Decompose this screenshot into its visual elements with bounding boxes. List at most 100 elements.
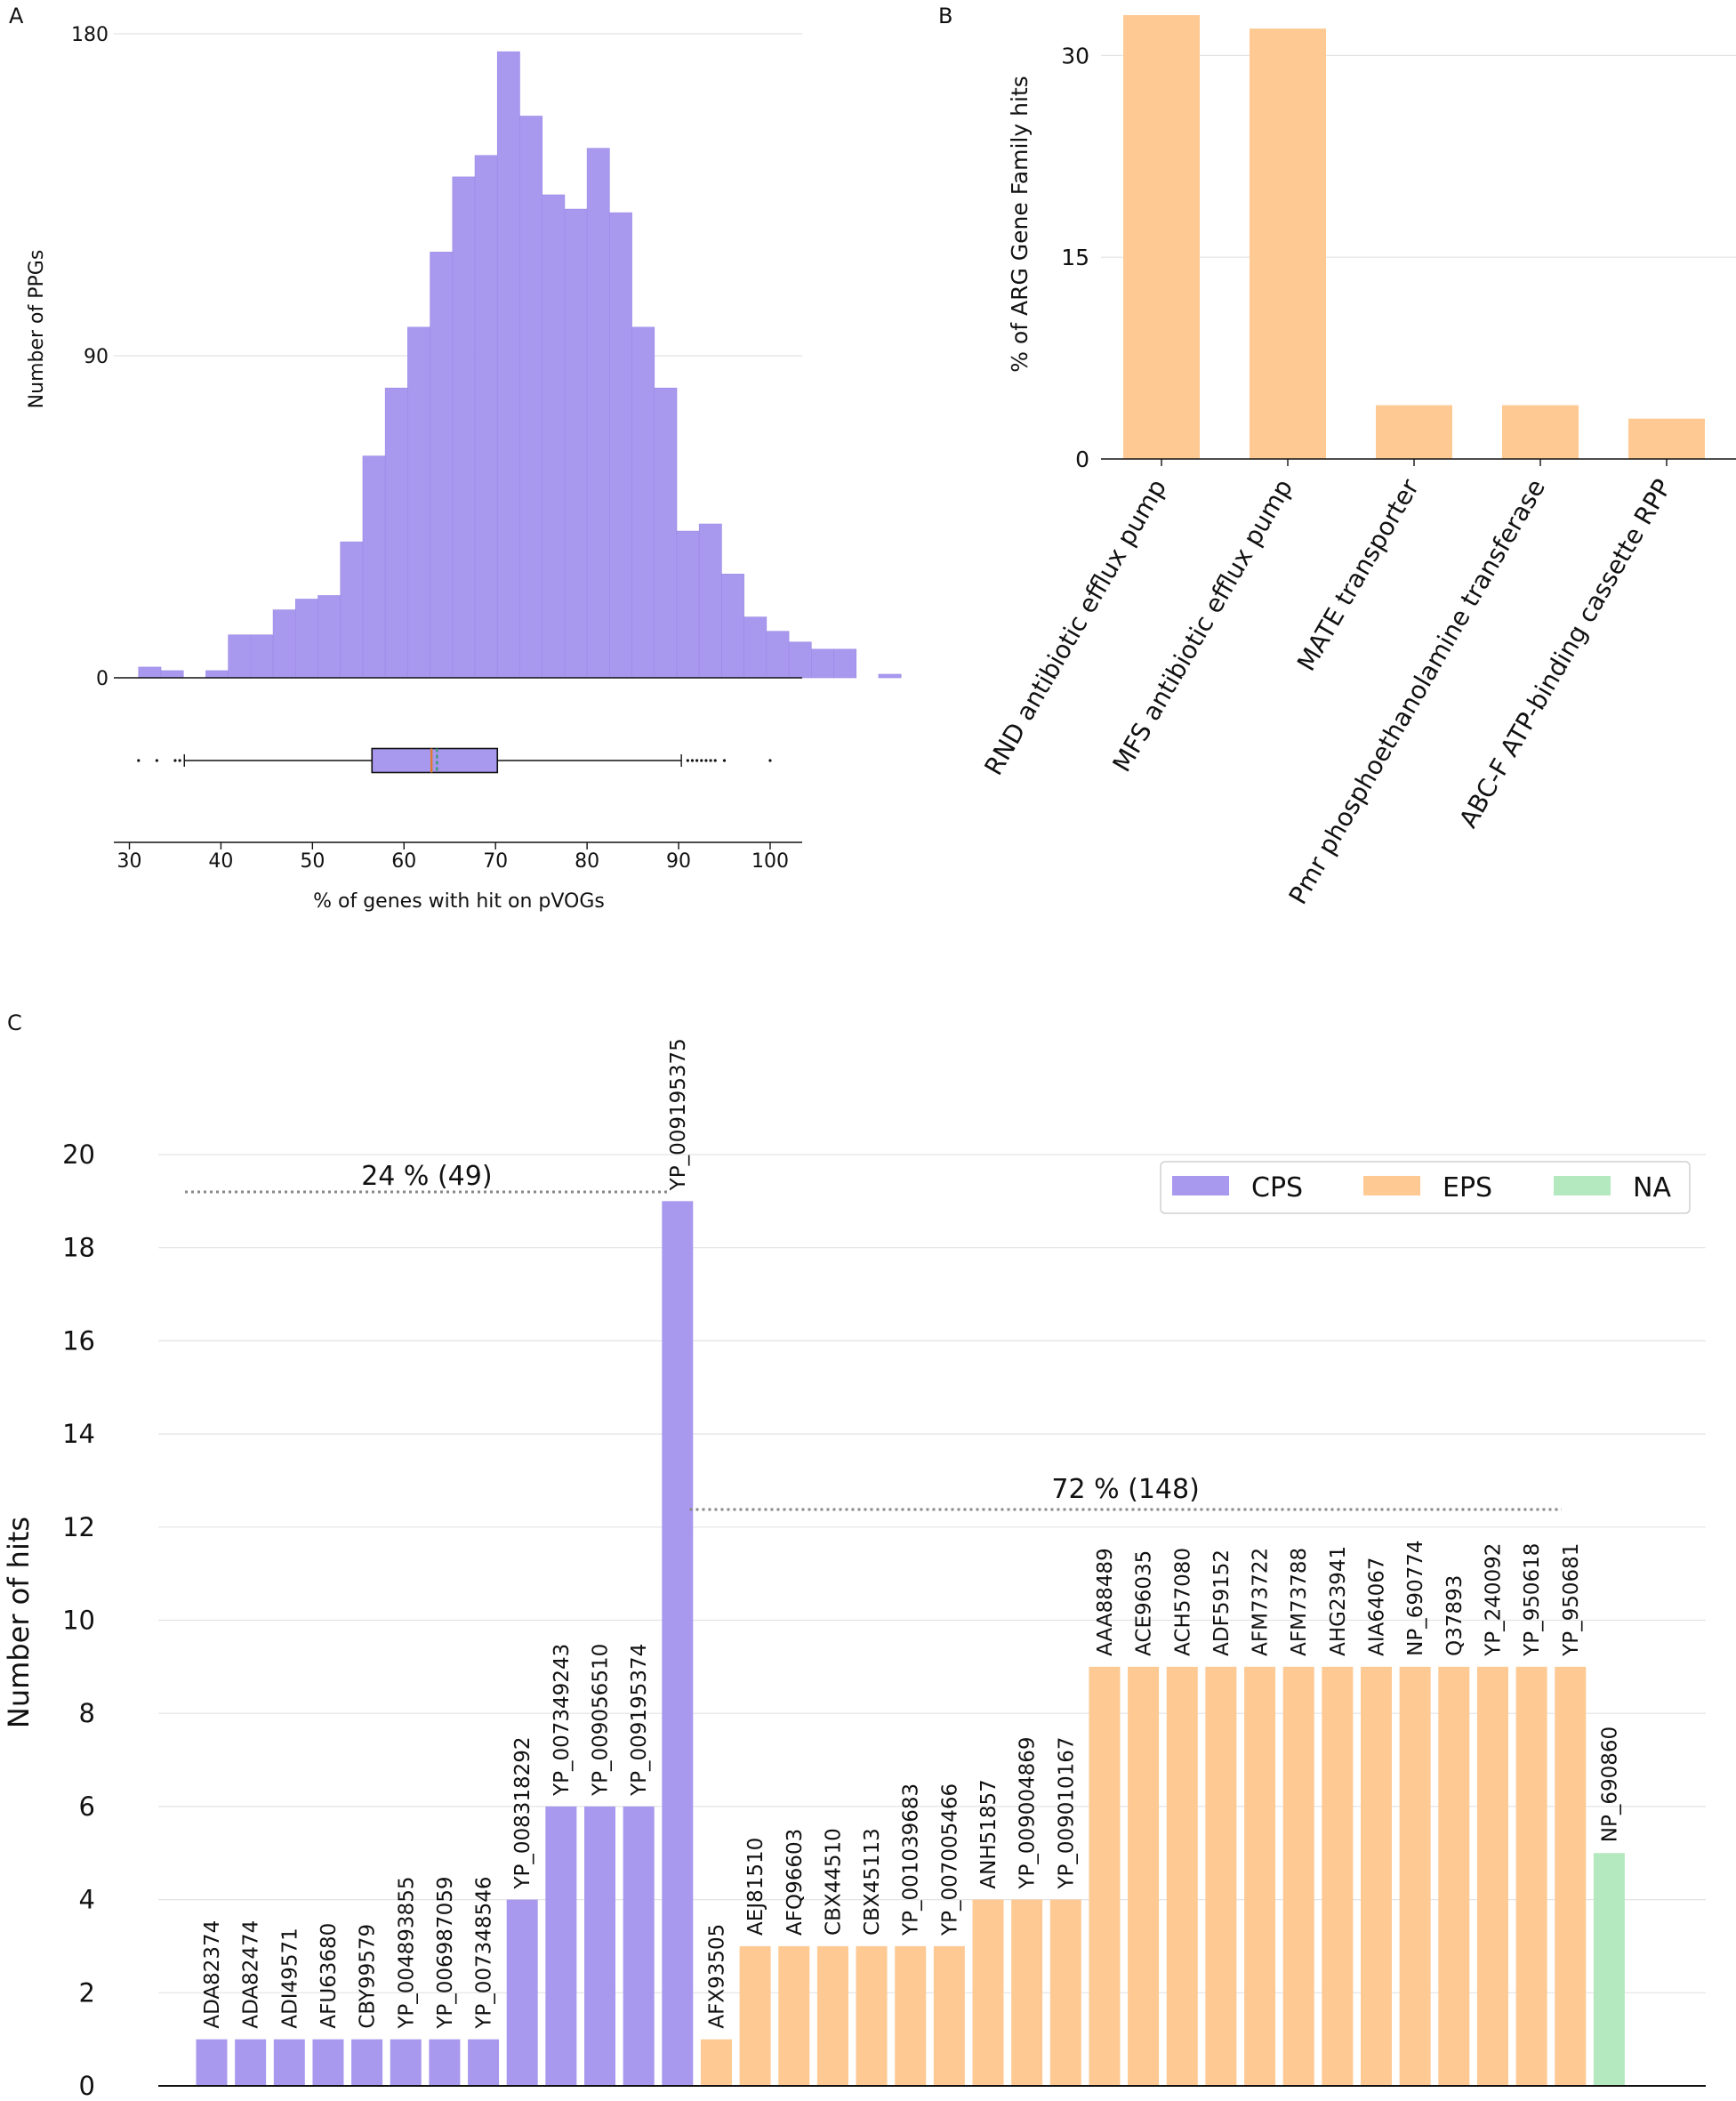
panel-c-bar-eps [1166, 1666, 1198, 2086]
panel-c-bar-cps [351, 2039, 383, 2086]
panel-b-y-label: % of ARG Gene Family hits [1007, 76, 1033, 372]
panel-a-y-tick-label: 0 [96, 668, 108, 690]
panel-a-histogram-bar [340, 541, 364, 679]
legend-label-eps: EPS [1443, 1172, 1492, 1203]
panel-c-y-tick-label: 10 [62, 1606, 95, 1636]
panel-c-bar-label: ANH51857 [977, 1779, 1001, 1888]
legend-frame [1160, 1161, 1691, 1214]
panel-c-bar-eps [856, 1945, 888, 2086]
panel-a-boxplot [137, 747, 772, 774]
panel-c-y-tick-label: 2 [79, 1977, 95, 2008]
panel-c-bar-label: AIA64067 [1366, 1557, 1389, 1655]
panel-c-y-tick-label: 4 [79, 1885, 95, 1915]
panel-a-histogram-bar [474, 155, 498, 679]
panel-c-bar-eps [700, 2039, 732, 2086]
panel-c-y-tick-labels: 0 2 4 6 8 10 12 14 16 18 20 [62, 1139, 95, 2101]
panel-b-x-tick-label: ABC-F ATP-binding cassette RPP [1453, 474, 1677, 833]
panel-c-bar-label: YP_007348546 [473, 1877, 496, 2030]
panel-c-bar-eps [1322, 1666, 1354, 2086]
panel-a-histogram-bar [384, 387, 408, 679]
panel-a-histogram-bar [519, 116, 542, 679]
panel-c-bar-label: AHG23941 [1327, 1546, 1350, 1656]
panel-b-bar [1628, 418, 1705, 459]
panel-b-y-tick-label: 30 [1061, 43, 1089, 68]
panel-c-bar-cps [196, 2039, 228, 2086]
panel-c-bar-eps [1555, 1666, 1587, 2086]
panel-a-histogram-bar [317, 595, 342, 679]
panel-a-histogram-bar [878, 673, 902, 679]
panel-a-x-label: % of genes with hit on pVOGs [313, 890, 605, 913]
panel-c-bar-cps [545, 1806, 577, 2086]
panel-a-histogram-bar [654, 387, 678, 679]
panel-c-bar-label: NP_690860 [1598, 1727, 1621, 1842]
panel-c-y-tick-label: 16 [62, 1325, 95, 1356]
panel-c-y-label: Number of hits [2, 1517, 36, 1728]
panel-c-y-tick-label: 0 [79, 2071, 95, 2101]
panel-c-bar-eps [1011, 1899, 1043, 2086]
panel-c-bar-cps [623, 1806, 655, 2086]
panel-a-y-label: Number of PPGs [26, 250, 48, 409]
panel-c-bar-cps [506, 1899, 538, 2086]
panel-a-x-tick-label: 70 [483, 850, 508, 873]
panel-b-x-tick-label: MATE transporter [1291, 474, 1425, 676]
panel-c-bar-label: YP_007005466 [938, 1783, 961, 1936]
panel-c-y-tick-label: 18 [62, 1233, 95, 1263]
panel-a-histogram-bar [430, 252, 454, 679]
panel-a-x-tick-label: 60 [391, 850, 416, 873]
panel-c-bar-eps [778, 1945, 810, 2086]
panel-c-y-tick-label: 14 [62, 1419, 95, 1449]
panel-c-bar-cps [235, 2039, 267, 2086]
panel-b-bars [1123, 15, 1705, 459]
panel-c-bar-eps [1361, 1666, 1392, 2086]
panel-a-x-tick-label: 100 [751, 850, 789, 873]
panel-a-outlier-point [155, 759, 158, 762]
panel-c-bar-label: Q37893 [1443, 1575, 1467, 1656]
panel-c-bar-eps [1089, 1666, 1121, 2086]
panel-a-outlier-point [695, 759, 699, 762]
panel-c-bar-label: YP_004893855 [395, 1877, 418, 2030]
eps-percentage-annotation: 72 % (148) [1051, 1474, 1199, 1505]
panel-c-bar-chart: C ADA82374 ADA82474 ADI49571 AFU63680 CBY995… [2, 1010, 1706, 2101]
panel-a-y-tick-label: 90 [84, 346, 108, 368]
panel-a-histogram-bar [698, 523, 722, 679]
legend: CPS EPS NA [1160, 1161, 1691, 1214]
panel-a-outlier-point [137, 759, 141, 762]
panel-c-bar-eps [933, 1945, 965, 2086]
panel-c-bar-cps [312, 2039, 344, 2086]
panel-a-histogram-bar [743, 616, 768, 679]
panel-c-bar-label: AAA88489 [1094, 1548, 1117, 1656]
panel-c-bar-eps [1438, 1666, 1470, 2086]
panel-a-x-tick-label: 40 [208, 850, 233, 873]
panel-c-letter: C [7, 1010, 22, 1035]
panel-c-bar-eps [816, 1945, 848, 2086]
panel-a-histogram-bar [564, 208, 588, 679]
panel-c-bar-eps [1282, 1666, 1314, 2086]
panel-a-histogram: A 0 90 180 Number of PPGs 30 40 50 60 70 80 90 10… [9, 4, 902, 913]
panel-a-histogram-bar [833, 648, 857, 679]
panel-c-bar-cps [429, 2039, 461, 2086]
panel-a-histogram-bar [631, 326, 655, 679]
panel-a-x-ticks: 30 40 50 60 70 80 90 100 [117, 842, 789, 873]
panel-c-bar-eps [1049, 1899, 1081, 2086]
panel-a-histogram-bar [160, 670, 184, 679]
panel-b-bar [1250, 28, 1326, 459]
panel-a-letter: A [9, 4, 24, 28]
panel-a-outlier-point [690, 759, 695, 762]
panel-c-bar-label: CBX44510 [822, 1828, 845, 1936]
panel-c-bar-eps [1399, 1666, 1431, 2086]
panel-c-y-tick-label: 8 [79, 1698, 95, 1728]
panel-a-outlier-point [173, 759, 177, 762]
panel-a-bars [138, 51, 902, 679]
panel-c-y-tick-label: 6 [79, 1791, 95, 1822]
panel-c-bar-cps [584, 1806, 615, 2086]
panel-c-bar-label: NP_690774 [1404, 1540, 1427, 1655]
panel-a-box [371, 747, 499, 774]
panel-c-bar-label: AFX93505 [705, 1924, 728, 2029]
panel-a-histogram-bar [362, 455, 386, 679]
panel-c-bar-eps [1515, 1666, 1547, 2086]
panel-a-histogram-bar [295, 599, 318, 679]
panel-c-bar-label: ADA82374 [201, 1920, 224, 2029]
legend-label-cps: CPS [1251, 1172, 1303, 1203]
panel-a-histogram-bar [586, 148, 610, 679]
